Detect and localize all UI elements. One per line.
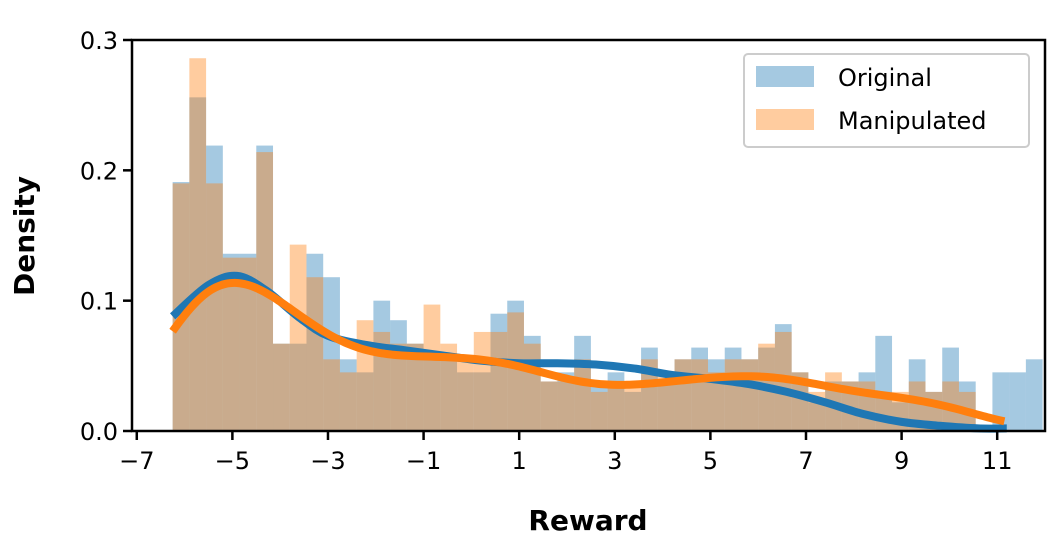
original-bar	[440, 359, 458, 431]
legend-label-original: Original	[838, 64, 932, 92]
original-bar	[875, 335, 893, 431]
y-tick-label: 0.3	[80, 27, 118, 55]
y-tick-label: 0.1	[80, 288, 118, 316]
manipulated-bar	[657, 372, 675, 431]
manipulated-bar	[289, 244, 307, 431]
x-axis-label: Reward	[528, 504, 647, 537]
y-tick-label: 0.2	[80, 157, 118, 185]
manipulated-bar	[708, 372, 725, 431]
manipulated-bar	[741, 359, 759, 431]
original-bar	[289, 343, 307, 431]
x-tick-label: 3	[607, 447, 622, 475]
original-bar	[1025, 359, 1043, 431]
x-tick-label: 5	[703, 447, 718, 475]
x-tick-label: 7	[798, 447, 813, 475]
original-bar	[624, 391, 642, 431]
original-bar	[490, 313, 508, 431]
legend: Original Manipulated	[743, 53, 1030, 148]
manipulated-bar	[189, 58, 207, 431]
original-bar	[808, 402, 826, 431]
manipulated-bar	[624, 381, 642, 431]
x-axis-ticks: −7 −5 −3 −1 1 3 5 7 9 11	[119, 431, 1012, 475]
plot-frame	[130, 38, 1047, 433]
manipulated-bar	[724, 359, 742, 431]
y-tick-label: 0.0	[80, 418, 118, 446]
original-bar	[540, 381, 558, 431]
manipulated-bar	[590, 391, 608, 431]
original-bar	[958, 381, 976, 431]
manipulated-kde-curve	[169, 278, 1006, 426]
original-bar	[457, 372, 474, 431]
original-bar	[189, 97, 207, 431]
original-bar	[724, 347, 742, 431]
manipulated-bar	[540, 381, 558, 431]
x-tick-label: 1	[512, 447, 527, 475]
original-bar	[373, 300, 391, 431]
manipulated-bar	[791, 372, 809, 431]
x-tick-label: −7	[119, 447, 154, 475]
manipulated-bar	[239, 257, 257, 431]
x-tick-label: 9	[894, 447, 909, 475]
manipulated-bar	[574, 359, 591, 431]
manipulated-bar	[423, 304, 441, 431]
manipulated-bar	[406, 343, 424, 431]
y-axis-ticks: 0.0 0.1 0.2 0.3	[80, 27, 132, 446]
legend-frame	[743, 53, 1030, 148]
original-bar	[590, 381, 608, 431]
manipulated-bar	[607, 381, 625, 431]
original-bar	[908, 359, 926, 431]
y-axis-label: Density	[8, 176, 41, 296]
legend-swatch-manipulated	[756, 109, 814, 130]
original-bar	[323, 277, 340, 431]
manipulated-bar	[306, 277, 324, 431]
manipulated-bar	[457, 355, 474, 431]
x-tick-label: 11	[982, 447, 1013, 475]
original-bar	[557, 372, 575, 431]
manipulated-bar	[222, 257, 240, 431]
manipulated-bar	[507, 312, 524, 431]
original-bar	[423, 359, 441, 431]
original-bar	[339, 359, 357, 431]
manipulated-bar	[490, 331, 508, 431]
original-bar	[239, 253, 257, 431]
original-bar	[791, 372, 809, 431]
x-tick-label: −1	[406, 447, 441, 475]
manipulated-bar	[356, 320, 374, 431]
original-bar	[473, 372, 491, 431]
manipulated-bar	[323, 359, 340, 431]
original-bar	[222, 253, 240, 431]
manipulated-bar	[390, 343, 407, 431]
manipulated-bar	[339, 372, 357, 431]
original-bar	[1009, 372, 1026, 431]
x-tick-label: −3	[310, 447, 345, 475]
manipulated-bar	[473, 331, 491, 431]
original-bar	[406, 343, 424, 431]
manipulated-bar	[440, 343, 458, 431]
manipulated-bar	[557, 381, 575, 431]
manipulated-bar	[206, 183, 223, 431]
original-bar	[657, 381, 675, 431]
legend-swatch-original	[756, 66, 814, 87]
manipulated-bar	[908, 381, 926, 431]
manipulated-bar	[691, 359, 709, 431]
manipulated-bar	[674, 359, 692, 431]
manipulated-bar	[273, 343, 290, 431]
original-bar	[691, 347, 709, 431]
manipulated-bar	[523, 343, 541, 431]
manipulated-bar	[641, 359, 658, 431]
original-bar	[356, 372, 374, 431]
original-bar	[273, 343, 290, 431]
x-tick-label: −5	[215, 447, 250, 475]
original-bar	[306, 253, 324, 431]
legend-label-manipulated: Manipulated	[838, 107, 987, 135]
